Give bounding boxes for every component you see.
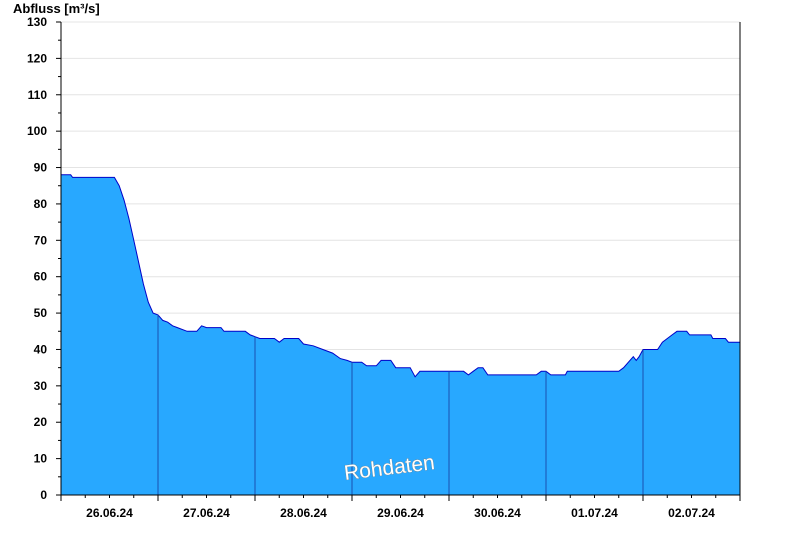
x-tick-label-4: 29.06.24 (377, 506, 424, 520)
y-tick-label-40: 40 (34, 342, 48, 356)
y-tick-label-120: 120 (27, 51, 47, 65)
y-tick-label-20: 20 (34, 415, 48, 429)
x-tick-label-7: 02.07.24 (668, 506, 715, 520)
y-tick-label-70: 70 (34, 233, 48, 247)
x-tick-label-3: 28.06.24 (280, 506, 327, 520)
x-tick-label-5: 30.06.24 (474, 506, 521, 520)
y-tick-label-10: 10 (34, 452, 48, 466)
y-tick-label-0: 0 (40, 488, 47, 502)
y-axis-label: Abfluss [m³/s] (13, 1, 100, 16)
x-tick-label-2: 27.06.24 (183, 506, 230, 520)
y-tick-label-50: 50 (34, 306, 48, 320)
y-tick-label-30: 30 (34, 379, 48, 393)
x-tick-label-1: 26.06.24 (86, 506, 133, 520)
y-tick-label-60: 60 (34, 270, 48, 284)
y-tick-label-100: 100 (27, 124, 47, 138)
y-tick-label-130: 130 (27, 15, 47, 29)
discharge-area (61, 174, 740, 496)
x-tick-label-6: 01.07.24 (571, 506, 618, 520)
discharge-line (61, 174, 740, 378)
y-tick-label-90: 90 (34, 161, 48, 175)
y-tick-label-80: 80 (34, 197, 48, 211)
y-tick-label-110: 110 (28, 88, 48, 102)
